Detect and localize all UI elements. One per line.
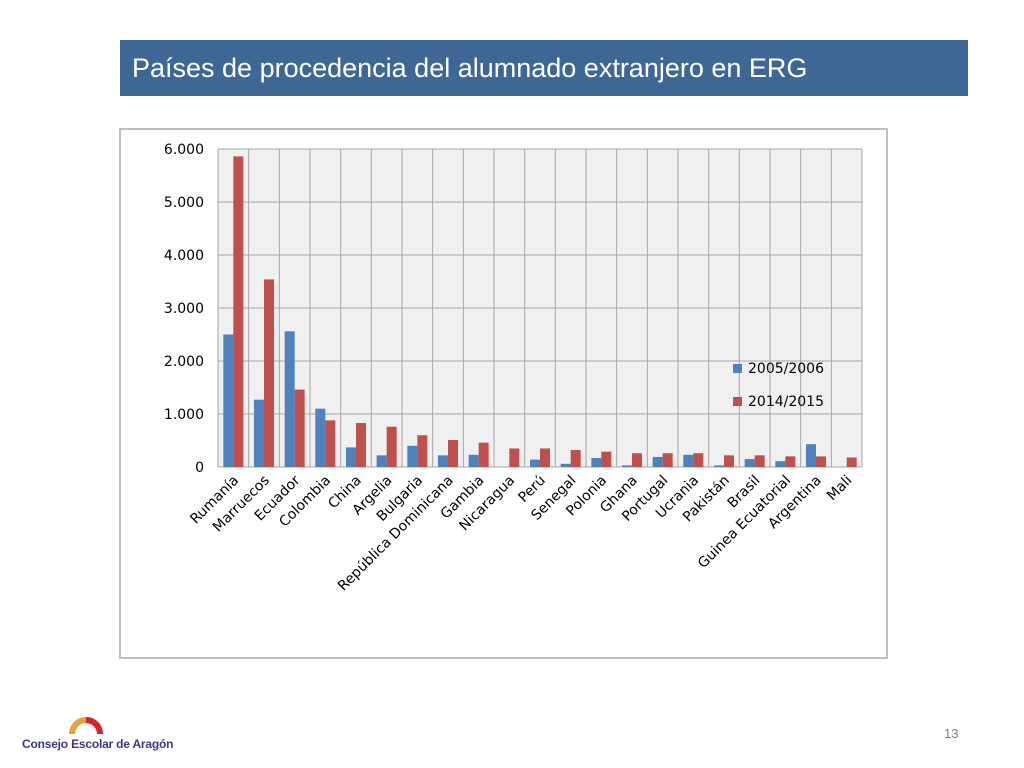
bar-series1 xyxy=(468,454,479,467)
chart-frame: 0 1.000 2.000 3.000 4.000 5.000 6.000 Rumanía Ma… xyxy=(119,128,888,659)
bar-series2 xyxy=(294,389,305,467)
y-tick-label: 1.000 xyxy=(164,407,204,423)
bar-series1 xyxy=(560,463,571,467)
bar-series1 xyxy=(591,457,602,467)
bar-series1 xyxy=(376,455,387,467)
bar-series2 xyxy=(509,448,520,467)
bar-chart: 01.0002.0003.0004.0005.0006.000RumaníaMa… xyxy=(164,142,863,594)
bar-series1 xyxy=(346,447,356,467)
bar-series2 xyxy=(478,442,489,467)
bar-series1 xyxy=(223,334,234,467)
bar-series1 xyxy=(407,445,418,467)
logo-icon xyxy=(69,717,103,735)
bar-series1 xyxy=(315,408,326,467)
bar-series1 xyxy=(438,455,448,467)
legend-swatch xyxy=(733,364,742,373)
bar-series2 xyxy=(662,453,673,467)
bar-series1 xyxy=(806,444,816,467)
bar-series1 xyxy=(714,465,724,467)
bar-series1 xyxy=(683,454,694,467)
bar-series2 xyxy=(264,279,274,467)
bar-series2 xyxy=(846,457,857,467)
bar-series2 xyxy=(601,451,612,467)
bar-series2 xyxy=(448,439,458,467)
bar-series2 xyxy=(356,423,366,467)
legend-label: 2014/2015 xyxy=(748,394,824,410)
page-number: 13 xyxy=(944,726,959,741)
y-tick-label: 0 xyxy=(195,460,204,476)
bar-series1 xyxy=(652,456,663,467)
bar-series1 xyxy=(254,399,264,467)
bar-series2 xyxy=(325,420,336,467)
bar-series1 xyxy=(622,465,632,467)
bar-series2 xyxy=(417,435,428,467)
bar-series2 xyxy=(570,450,581,467)
bar-series2 xyxy=(386,426,397,467)
bar-series2 xyxy=(693,453,704,467)
bar-series2 xyxy=(754,455,765,467)
bar-series2 xyxy=(724,455,734,467)
y-tick-label: 6.000 xyxy=(164,142,204,158)
legend-swatch xyxy=(733,397,742,406)
bar-series2 xyxy=(785,456,796,467)
bar-series1 xyxy=(284,331,295,467)
y-tick-label: 5.000 xyxy=(164,195,204,211)
x-tick-label: Mali xyxy=(824,473,855,504)
legend-label: 2005/2006 xyxy=(748,361,824,377)
title-bar: Países de procedencia del alumnado extra… xyxy=(120,40,968,96)
bar-series1 xyxy=(775,461,786,467)
y-tick-label: 4.000 xyxy=(164,248,204,264)
page-title: Países de procedencia del alumnado extra… xyxy=(132,52,808,83)
y-tick-label: 3.000 xyxy=(164,301,204,317)
bar-series2 xyxy=(816,456,826,467)
y-tick-label: 2.000 xyxy=(164,354,204,370)
bar-series2 xyxy=(233,156,244,468)
logo-text: Consejo Escolar de Aragón xyxy=(22,737,174,751)
bar-series1 xyxy=(530,459,540,467)
bar-series1 xyxy=(744,459,755,467)
bar-series2 xyxy=(540,448,550,467)
bar-series2 xyxy=(632,453,642,467)
